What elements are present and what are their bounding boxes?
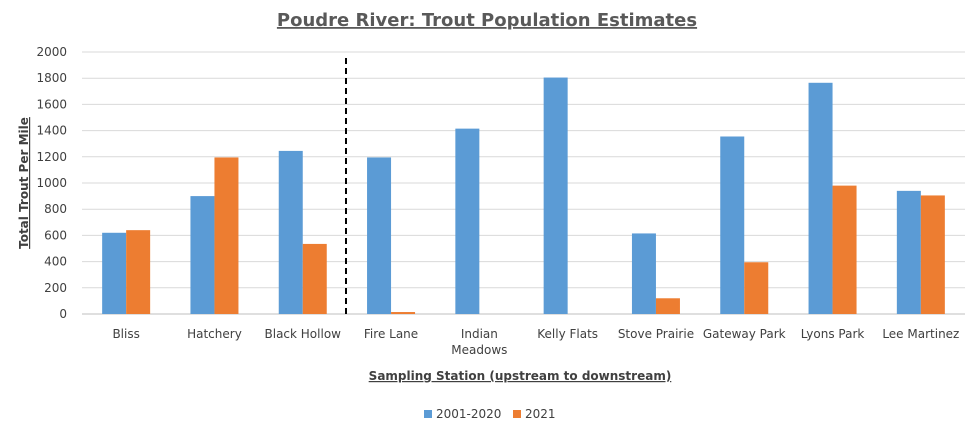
y-tick-label: 1800 [36,71,67,85]
legend-swatch [513,410,521,418]
x-tick-label: Fire Lane [364,327,418,341]
bar-series1 [808,82,833,314]
bar-series2 [744,262,769,314]
bar-series1 [896,190,921,314]
x-axis-title: Sampling Station (upstream to downstream… [369,369,672,383]
x-tick-label: Lee Martinez [882,327,959,341]
bar-series1 [631,233,656,314]
bar-series1 [190,196,215,314]
bar-series2 [126,230,151,314]
bar-series2 [920,195,945,314]
x-tick-label: Gateway Park [703,327,786,341]
x-tick-label: Indian Meadows [451,327,507,357]
y-tick-label: 800 [44,202,67,216]
x-tick-labels: Bliss Hatchery Black Hollow Fire Lane Indian… [112,327,959,357]
y-tick-labels: 0 200 400 600 800 1000 1200 1400 1600 1800 2000 [36,45,67,321]
x-tick-label: Kelly Flats [537,327,598,341]
bar-series2 [832,185,857,314]
y-tick-label: 1600 [36,97,67,111]
bar-series1 [102,232,127,314]
y-tick-label: 2000 [36,45,67,59]
bars [102,77,945,314]
bar-series1 [278,150,303,314]
bar-series1 [367,157,392,314]
y-tick-label: 1400 [36,124,67,138]
x-tick-label: Lyons Park [801,327,865,341]
chart-title: Poudre River: Trout Population Estimates [277,10,697,31]
y-tick-label: 1200 [36,150,67,164]
y-tick-label: 1000 [36,176,67,190]
x-tick-label: Hatchery [187,327,242,341]
y-tick-label: 200 [44,281,67,295]
legend-label: 2001-2020 [436,407,501,421]
legend-label: 2021 [525,407,556,421]
legend-swatch [424,410,432,418]
bar-series1 [543,77,568,314]
x-tick-label: Bliss [112,327,139,341]
bar-series2 [302,243,327,314]
bar-series2 [214,157,239,314]
x-tick-label: Black Hollow [265,327,342,341]
y-axis-title: Total Trout Per Mile [17,117,31,249]
bar-series1 [720,136,745,314]
y-tick-label: 400 [44,255,67,269]
bar-series1 [455,128,480,314]
y-tick-label: 0 [59,307,67,321]
y-tick-label: 600 [44,228,67,242]
x-tick-label: Stove Prairie [618,327,694,341]
bar-series2 [391,312,416,314]
bar-series2 [655,298,680,314]
legend: 2001-2020 2021 [424,407,556,421]
